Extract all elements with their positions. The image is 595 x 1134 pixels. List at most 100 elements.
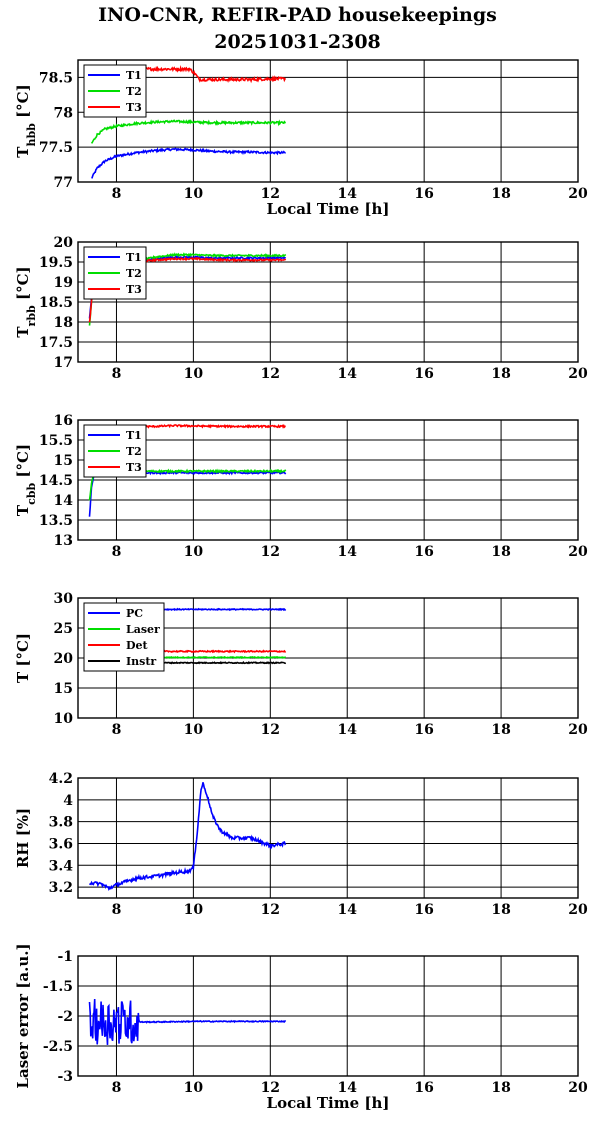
x-tick-label: 10 [184, 722, 204, 738]
y-tick-label: 18 [54, 315, 73, 331]
legend-label-T1: T1 [126, 251, 142, 264]
legend: T1 T2 T3 [83, 424, 147, 478]
legend-label-PC: PC [126, 607, 143, 620]
x-tick-label: 8 [112, 1080, 122, 1096]
x-tick-label: 10 [184, 186, 204, 202]
x-tick-label: 20 [568, 902, 588, 918]
y-tick-label: 4 [63, 793, 73, 809]
x-tick-label: 8 [112, 186, 122, 202]
y-tick-label: 15 [54, 681, 73, 697]
x-tick-label: 8 [112, 902, 122, 918]
legend-label-T3: T3 [126, 461, 142, 474]
x-tick-label: 12 [261, 722, 280, 738]
y-tick-label: 15 [54, 453, 73, 469]
x-tick-label: 12 [261, 186, 280, 202]
x-tick-label: 10 [184, 1080, 204, 1096]
chart-title-line2: 20251031-2308 [214, 31, 381, 53]
chart-panel-2: 8 10 12 14 16 18 20 17 17.5 18 18.5 19 19.5 20 Trbb [°… [14, 235, 588, 382]
y-tick-label: 10 [54, 711, 74, 727]
y-tick-label: 19 [54, 275, 73, 291]
legend-label-T2: T2 [126, 267, 142, 280]
x-tick-label: 18 [491, 902, 510, 918]
plot-frame [77, 777, 579, 899]
series-line-data [88, 998, 287, 1045]
series-line-T2 [90, 119, 286, 144]
x-tick-label: 14 [337, 544, 357, 560]
y-tick-label: 16 [54, 413, 73, 429]
y-tick-label: 78.5 [39, 70, 73, 86]
plot-frame [77, 241, 579, 363]
x-tick-label: 10 [184, 366, 204, 382]
x-tick-label: 12 [261, 1080, 280, 1096]
y-tick-label: -2.5 [43, 1039, 73, 1055]
legend-label-T3: T3 [126, 283, 142, 296]
y-tick-label: 25 [54, 621, 73, 637]
legend-label-Laser: Laser [126, 623, 160, 636]
plot-frame [77, 597, 579, 719]
legend: T1 T2 T3 [83, 246, 147, 300]
plot-frame [77, 59, 579, 183]
x-tick-label: 18 [491, 186, 510, 202]
legend-label-Det: Det [126, 639, 149, 652]
plot-frame [77, 955, 579, 1077]
x-tick-label: 20 [568, 544, 588, 560]
y-tick-label: 14.5 [39, 473, 73, 489]
y-tick-label: 13.5 [39, 513, 73, 529]
x-tick-label: 12 [261, 902, 280, 918]
y-tick-label: -1.5 [43, 979, 73, 995]
series-line-data [88, 782, 287, 892]
y-tick-label: 20 [54, 235, 74, 251]
y-axis-label: T [°C] [14, 633, 32, 683]
y-tick-label: 19.5 [39, 255, 73, 271]
x-tick-label: 16 [414, 902, 433, 918]
x-tick-label: 20 [568, 1080, 588, 1096]
x-tick-label: 16 [414, 544, 433, 560]
legend-label-T3: T3 [126, 101, 142, 114]
x-tick-label: 14 [337, 366, 357, 382]
y-tick-label: 20 [54, 651, 74, 667]
chart-panel-3: 8 10 12 14 16 18 20 13 13.5 14 14.5 15 15.5 16 Tcbb [°… [14, 413, 588, 560]
y-tick-label: 17 [54, 355, 73, 371]
chart-panel-6: 8 10 12 14 16 18 20 -3 -2.5 -2 -1.5 -1 Laser error [… [14, 943, 588, 1112]
y-tick-label: 3.4 [49, 858, 74, 874]
plot-frame [77, 419, 579, 541]
chart-panel-4: 8 10 12 14 16 18 20 10 15 20 25 30 T [°C] PC Laser Det I… [14, 591, 588, 738]
x-axis-label: Local Time [h] [267, 200, 390, 218]
x-tick-label: 18 [491, 544, 510, 560]
y-axis-label: Thbb [°C] [14, 84, 38, 157]
y-tick-label: 13 [54, 533, 73, 549]
x-tick-label: 18 [491, 1080, 510, 1096]
y-tick-label: 30 [54, 591, 74, 607]
legend-label-T1: T1 [126, 429, 142, 442]
legend: T1 T2 T3 [83, 64, 147, 118]
legend-label-T2: T2 [126, 445, 142, 458]
x-tick-label: 16 [414, 1080, 433, 1096]
x-tick-label: 10 [184, 544, 204, 560]
x-axis-label: Local Time [h] [267, 1094, 390, 1112]
legend-box [83, 602, 165, 672]
legend-label-T1: T1 [126, 69, 142, 82]
series-line-T1 [91, 147, 286, 179]
x-tick-label: 12 [261, 544, 280, 560]
y-tick-label: 3.2 [49, 880, 73, 896]
y-tick-label: 77 [54, 175, 73, 191]
x-tick-label: 8 [112, 366, 122, 382]
series-line-T1 [88, 470, 287, 517]
y-axis-label: Laser error [a.u.] [14, 943, 32, 1088]
x-tick-label: 8 [112, 722, 122, 738]
y-tick-label: 3.6 [49, 836, 73, 852]
x-tick-label: 12 [261, 366, 280, 382]
chart-panel-5: 8 10 12 14 16 18 20 3.2 3.4 3.6 3.8 4 4.2 RH [%] [14, 771, 588, 918]
x-tick-label: 14 [337, 1080, 357, 1096]
x-tick-label: 16 [414, 186, 433, 202]
y-tick-label: -1 [57, 949, 73, 965]
y-axis-label: Trbb [°C] [14, 266, 38, 337]
y-tick-label: 17.5 [39, 335, 73, 351]
x-tick-label: 20 [568, 186, 588, 202]
y-tick-label: 3.8 [49, 815, 73, 831]
x-tick-label: 18 [491, 722, 510, 738]
y-tick-label: -2 [57, 1009, 73, 1025]
legend-label-T2: T2 [126, 85, 142, 98]
